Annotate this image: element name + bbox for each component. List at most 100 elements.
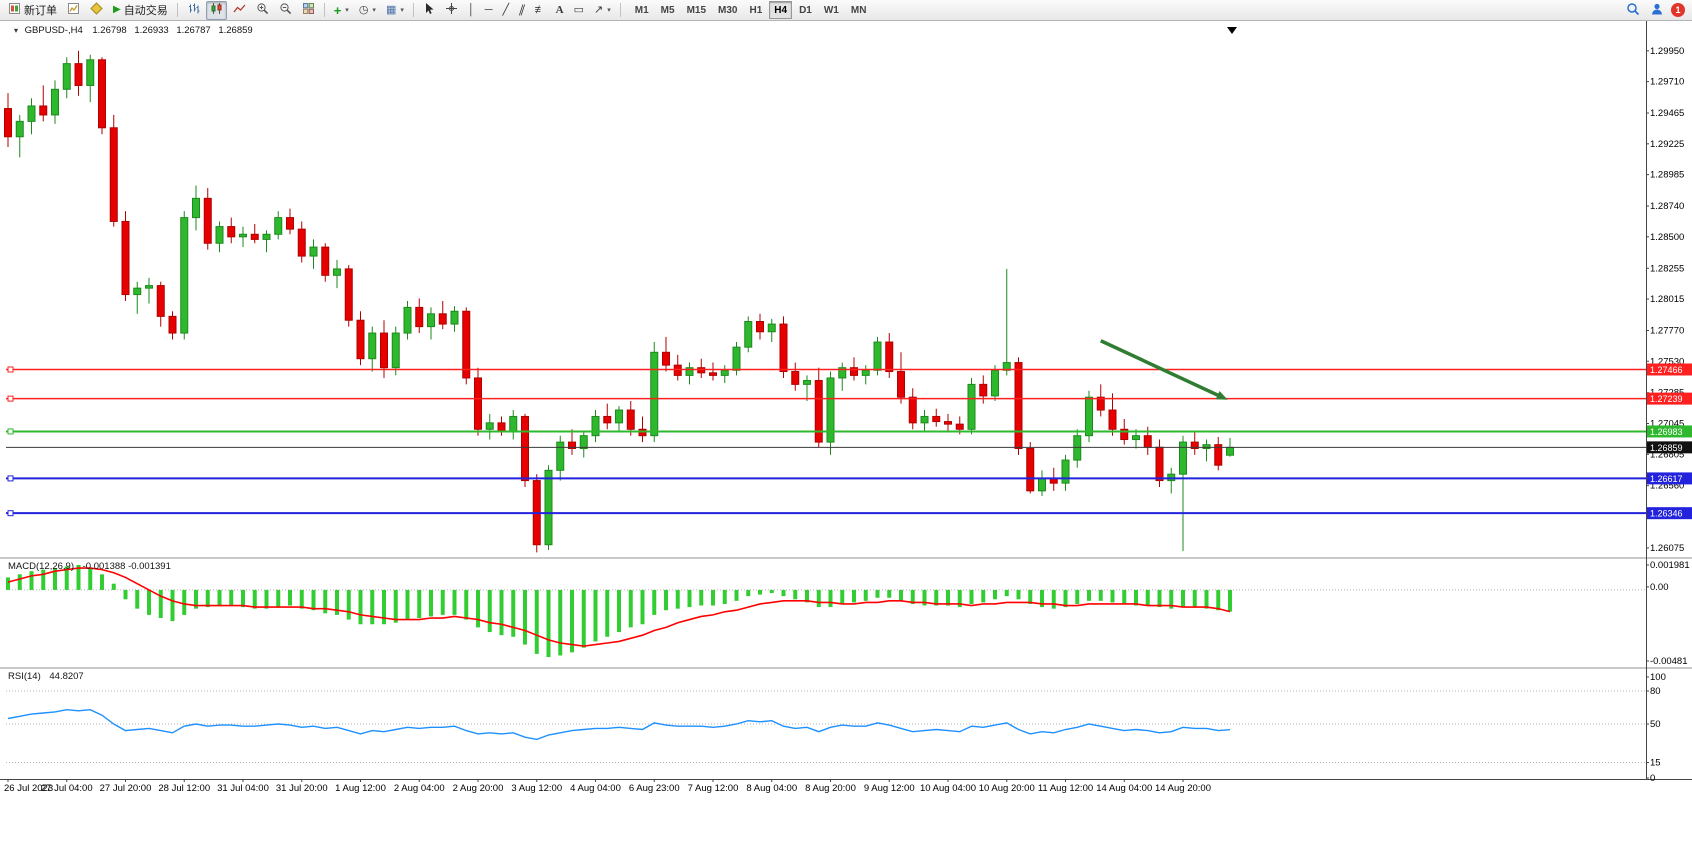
timeframe-button-w1[interactable]: W1: [823, 4, 839, 16]
candle-body: [286, 217, 294, 230]
editor-button[interactable]: [86, 1, 107, 20]
vertical-line-tool-button[interactable]: │: [464, 1, 479, 20]
macd-bar: [53, 568, 57, 590]
crosshair-tool-button[interactable]: [441, 1, 462, 20]
candle-body: [74, 63, 83, 86]
channel-tool-button[interactable]: ∥: [515, 1, 529, 20]
macd-bar: [863, 589, 868, 601]
clock-icon: ◷: [358, 3, 369, 16]
macd-bar: [711, 589, 715, 606]
macd-title: MACD(12,26,9): [8, 561, 74, 572]
candle-body: [662, 351, 670, 366]
editor-icon: [90, 2, 103, 18]
timeframe-button-h1[interactable]: H1: [749, 4, 763, 16]
add-indicator-button[interactable]: + ▾: [330, 1, 353, 20]
arrow-shaft[interactable]: [1100, 339, 1222, 398]
candle-body: [168, 315, 177, 334]
macd-bar: [147, 589, 151, 615]
chart-dropdown-icon[interactable]: ▾: [14, 26, 19, 35]
candlestick-chart-type-button[interactable]: [205, 0, 227, 20]
label-tool-button[interactable]: ▭: [570, 1, 588, 20]
macd-bar: [934, 589, 939, 606]
timeframe-button-mn[interactable]: MN: [850, 4, 867, 16]
account-button[interactable]: [1646, 1, 1668, 20]
candle-body: [250, 233, 259, 240]
timeframe-button-h4[interactable]: H4: [769, 1, 793, 19]
timeframe-button-m1[interactable]: M1: [634, 4, 649, 16]
line-handle[interactable]: [7, 428, 14, 435]
macd-bar: [593, 589, 598, 642]
time-axis-label: 7 Aug 12:00: [688, 783, 739, 794]
candle-body: [579, 435, 588, 450]
timeframe-button-m15[interactable]: M15: [686, 4, 707, 16]
auto-trading-button[interactable]: ▶ 自动交易: [109, 1, 172, 20]
candle-body: [86, 59, 95, 86]
macd-bar: [617, 589, 621, 633]
line-handle[interactable]: [7, 475, 14, 482]
macd-bar: [1051, 589, 1056, 609]
tile-windows-button[interactable]: [298, 1, 319, 20]
zoom-in-button[interactable]: [252, 1, 273, 20]
fibonacci-tool-button[interactable]: ≢: [531, 1, 550, 20]
trendline-tool-button[interactable]: ╱: [499, 1, 514, 20]
candle-body: [27, 105, 36, 122]
period-button[interactable]: ◷ ▾: [355, 1, 380, 20]
chart-shift-marker[interactable]: [1227, 27, 1237, 34]
macd-bar: [1040, 589, 1044, 608]
candle-body: [650, 351, 659, 437]
tile-windows-icon: [302, 2, 315, 18]
candle-body: [438, 313, 447, 325]
horizontal-line-icon: ─: [484, 3, 493, 16]
rsi-axis[interactable]: 100 80 50 15 0: [1646, 672, 1666, 784]
candle-body: [568, 441, 576, 450]
macd-bar: [628, 589, 633, 628]
cursor-tool-button[interactable]: [419, 1, 439, 20]
cursor-icon: [423, 2, 435, 18]
chart-canvas: 1.29950 1.29710 1.29465 1.29225 1.28985 1.287…: [0, 21, 1692, 794]
bar-chart-type-button[interactable]: [183, 1, 204, 20]
candle-body: [321, 246, 330, 276]
notification-badge[interactable]: 1: [1671, 3, 1685, 17]
timeframe-button-d1[interactable]: D1: [799, 4, 812, 16]
line-handle[interactable]: [7, 366, 14, 373]
new-chart-button[interactable]: [63, 1, 84, 20]
trend-arrow[interactable]: [1100, 339, 1228, 400]
panel-separators[interactable]: [0, 557, 1692, 669]
horizontal-line-tool-button[interactable]: ─: [481, 1, 497, 20]
macd-bar: [135, 589, 140, 609]
new-order-icon: [8, 2, 21, 18]
macd-bar: [793, 589, 798, 600]
rsi-title: RSI(14): [8, 671, 41, 682]
macd-bar: [993, 589, 997, 600]
candle-body: [297, 228, 306, 257]
candle-body: [4, 108, 12, 138]
macd-bar: [816, 589, 821, 608]
search-button[interactable]: [1622, 1, 1644, 20]
macd-bar: [17, 574, 22, 590]
price-badge-label: 1.26859: [1650, 443, 1683, 453]
vertical-line-icon: │: [467, 3, 475, 16]
horizontal-lines[interactable]: [6, 366, 1646, 517]
macd-bar: [487, 589, 492, 633]
candlesticks: [4, 50, 1234, 553]
line-handle[interactable]: [7, 395, 14, 402]
arrows-tool-button[interactable]: ↗ ▾: [590, 1, 615, 20]
timeframe-button-m5[interactable]: M5: [660, 4, 675, 16]
search-icon: [1626, 2, 1640, 19]
candle-body: [156, 285, 165, 317]
zoom-out-button[interactable]: [275, 1, 296, 20]
candle-body: [732, 346, 741, 371]
template-button[interactable]: ▦ ▾: [382, 1, 408, 20]
timeframe-button-m30[interactable]: M30: [718, 4, 738, 16]
macd-axis[interactable]: 0.001981 0.00 -0.00481: [1646, 560, 1690, 667]
macd-bar: [664, 589, 668, 611]
candle-body: [626, 409, 635, 430]
line-handle[interactable]: [7, 510, 14, 517]
line-chart-type-button[interactable]: [229, 1, 250, 20]
macd-bar: [41, 569, 46, 590]
text-tool-button[interactable]: A: [552, 1, 568, 20]
candle-body: [1014, 362, 1023, 450]
new-chart-icon: [67, 2, 80, 18]
new-order-button[interactable]: 新订单: [4, 1, 61, 20]
